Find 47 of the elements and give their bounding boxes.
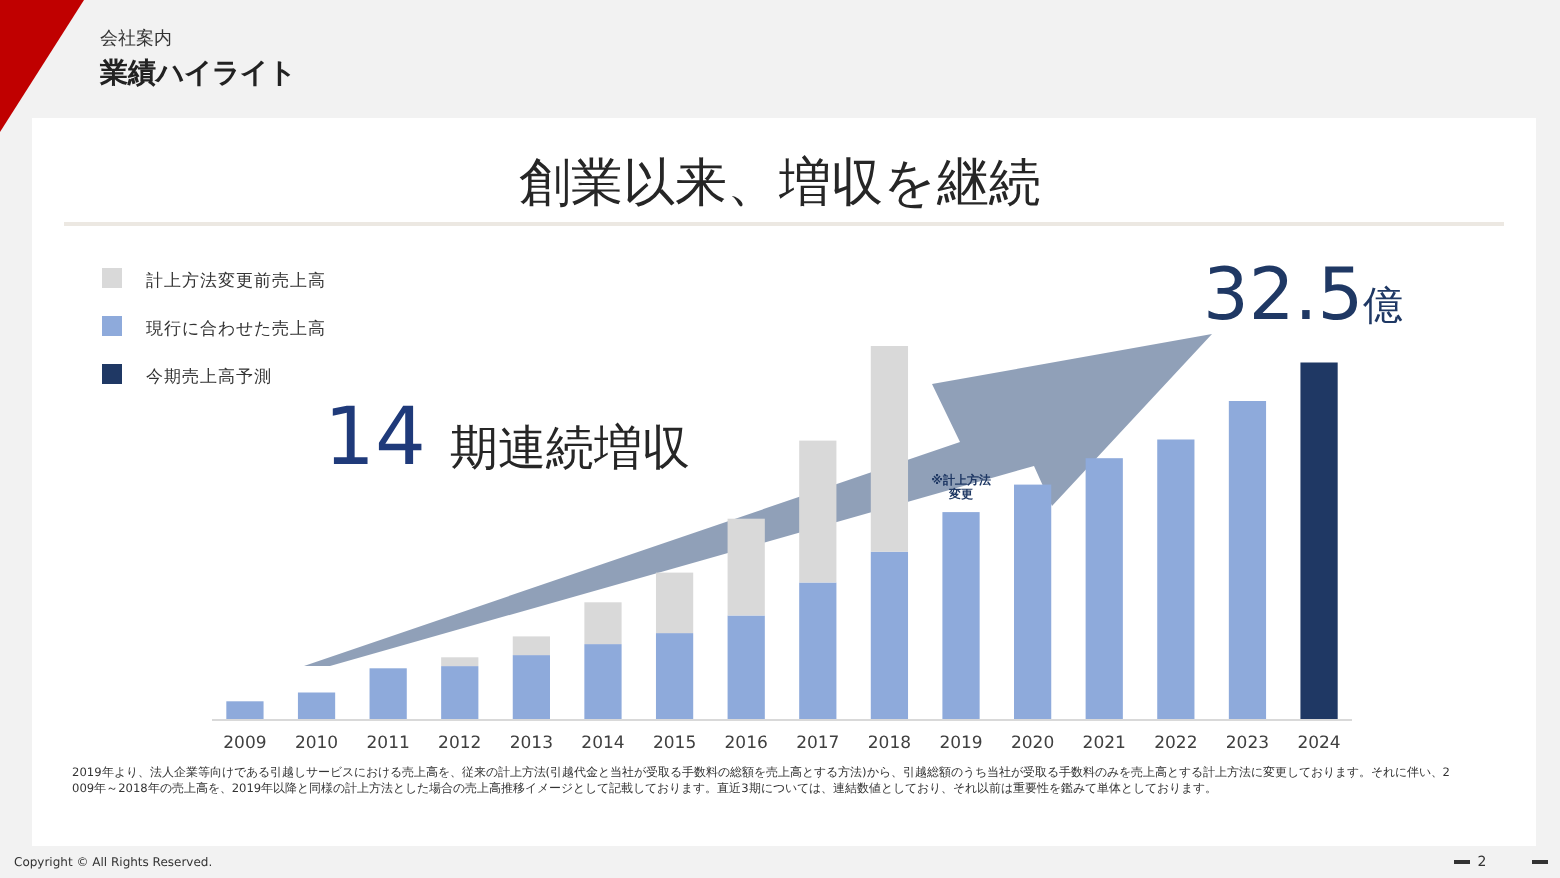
- bar: [441, 666, 479, 720]
- bar: [727, 518, 765, 616]
- text: 会社案内: [100, 28, 172, 50]
- legend-label: 今期売上高予測: [146, 366, 272, 388]
- x-tick-label: 2012: [438, 734, 482, 754]
- x-tick-label: 2014: [581, 734, 625, 754]
- bar: [441, 657, 479, 667]
- bar: [584, 644, 622, 720]
- bar: [727, 615, 765, 720]
- x-tick-label: 2017: [796, 734, 840, 754]
- x-tick-label: 2013: [509, 734, 554, 754]
- bar: [870, 551, 909, 720]
- bar: [1157, 439, 1195, 720]
- text: 業績ハイライト: [98, 58, 296, 90]
- bar: [942, 512, 980, 720]
- bar: [1085, 458, 1123, 720]
- x-tick-label: 2010: [294, 734, 339, 754]
- bar: [512, 655, 550, 720]
- data-label: 32.5億: [1202, 254, 1404, 337]
- x-tick-label: 2022: [1154, 734, 1198, 754]
- x-tick-label: 2009: [223, 734, 267, 754]
- bar: [799, 440, 837, 583]
- annotation: 14 期連続増収: [324, 392, 690, 484]
- x-tick-label: 2018: [867, 734, 912, 754]
- x-tick-label: 2024: [1297, 734, 1341, 754]
- bar: [870, 346, 909, 552]
- bar: [369, 668, 407, 720]
- x-tick-label: 2016: [724, 734, 768, 754]
- bar: [297, 692, 336, 720]
- chart-title: 創業以来、増収を継続: [519, 154, 1041, 214]
- bar: [1228, 401, 1267, 720]
- bar: [584, 602, 622, 645]
- legend-label: 計上方法変更前売上高: [146, 270, 326, 292]
- x-tick-label: 2019: [939, 734, 983, 754]
- bar: [226, 701, 264, 720]
- bar: [1300, 362, 1338, 720]
- bar: [655, 572, 694, 634]
- bar: [512, 636, 550, 656]
- x-tick-label: 2023: [1225, 734, 1270, 754]
- bar: [655, 633, 694, 720]
- x-tick-label: 2011: [366, 734, 410, 754]
- bar: [1014, 484, 1052, 720]
- bar: [799, 582, 837, 720]
- x-tick-label: 2020: [1010, 734, 1055, 754]
- x-tick-label: 2021: [1082, 734, 1126, 754]
- x-tick-label: 2015: [652, 734, 697, 754]
- legend-label: 現行に合わせた売上高: [146, 318, 326, 340]
